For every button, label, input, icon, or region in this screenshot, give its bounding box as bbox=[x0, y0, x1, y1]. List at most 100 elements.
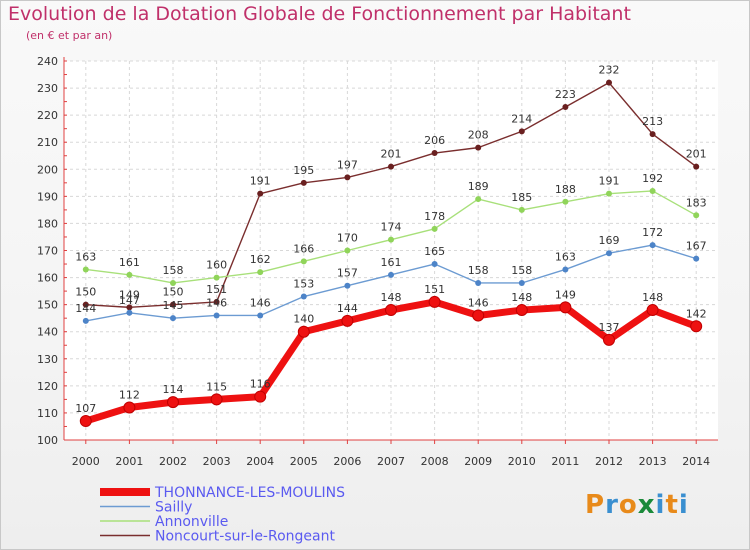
legend-label: Annonville bbox=[155, 514, 228, 530]
data-point bbox=[344, 282, 351, 289]
data-label: 148 bbox=[642, 291, 663, 304]
data-label: 189 bbox=[468, 180, 489, 193]
data-point bbox=[341, 314, 354, 327]
data-point bbox=[170, 301, 176, 308]
data-label: 166 bbox=[293, 242, 314, 255]
data-point bbox=[431, 261, 438, 268]
logo-letter: P bbox=[585, 490, 606, 520]
data-label: 191 bbox=[599, 175, 620, 188]
data-label: 150 bbox=[75, 286, 96, 299]
logo-letter: x bbox=[637, 490, 656, 520]
data-label: 192 bbox=[642, 172, 663, 185]
data-point bbox=[431, 225, 438, 232]
x-tick-label: 2002 bbox=[159, 455, 187, 468]
y-tick-label: 130 bbox=[37, 353, 58, 366]
data-label: 183 bbox=[686, 196, 707, 209]
data-point bbox=[213, 312, 220, 319]
logo-letter: r bbox=[605, 490, 619, 520]
y-tick-label: 160 bbox=[37, 272, 58, 285]
data-point bbox=[82, 301, 89, 308]
x-tick-label: 2010 bbox=[508, 455, 536, 468]
axes: 100 110 120 130 140 150 160 170 180 190 200 210 220 2… bbox=[37, 55, 718, 468]
data-point bbox=[297, 325, 310, 338]
data-point bbox=[475, 144, 482, 151]
data-label: 151 bbox=[424, 283, 445, 296]
x-tick-label: 2004 bbox=[246, 455, 274, 468]
x-tick-label: 2013 bbox=[639, 455, 667, 468]
logo-letter: i bbox=[678, 490, 689, 520]
data-point bbox=[300, 293, 307, 300]
data-label: 137 bbox=[599, 321, 620, 334]
data-label: 163 bbox=[75, 250, 96, 263]
data-point bbox=[388, 163, 394, 170]
data-point bbox=[213, 274, 220, 281]
y-tick-label: 140 bbox=[37, 326, 58, 339]
y-tick-label: 100 bbox=[37, 434, 58, 447]
data-label: 160 bbox=[206, 259, 227, 272]
data-point bbox=[82, 317, 89, 324]
y-tick-label: 230 bbox=[37, 82, 58, 95]
data-point bbox=[515, 304, 528, 317]
data-label: 116 bbox=[250, 378, 271, 391]
y-tick-label: 220 bbox=[37, 109, 58, 122]
data-point bbox=[559, 301, 572, 314]
logo-letter: t bbox=[665, 490, 679, 520]
data-point bbox=[562, 104, 569, 111]
data-label: 158 bbox=[511, 264, 532, 277]
data-point bbox=[300, 258, 307, 265]
data-point bbox=[518, 128, 525, 135]
data-label: 153 bbox=[293, 278, 314, 291]
x-tick-label: 2007 bbox=[377, 455, 405, 468]
legend-label: Noncourt-sur-le-Rongeant bbox=[155, 529, 335, 545]
data-label: 213 bbox=[642, 115, 663, 128]
data-label: 163 bbox=[555, 250, 576, 263]
y-tick-label: 150 bbox=[37, 299, 58, 312]
data-point bbox=[126, 309, 133, 316]
data-point bbox=[257, 312, 264, 319]
chart-subtitle: (en € et par an) bbox=[26, 29, 113, 42]
data-point bbox=[431, 150, 438, 157]
data-point bbox=[344, 174, 351, 181]
data-label: 201 bbox=[686, 148, 707, 161]
data-label: 169 bbox=[599, 234, 620, 247]
data-label: 145 bbox=[163, 299, 184, 312]
data-label: 144 bbox=[75, 302, 96, 315]
x-tick-label: 2001 bbox=[115, 455, 143, 468]
data-label: 146 bbox=[250, 296, 271, 309]
data-point bbox=[606, 250, 612, 257]
data-label: 147 bbox=[119, 294, 140, 307]
data-label: 170 bbox=[337, 232, 358, 245]
data-label: 112 bbox=[119, 389, 140, 402]
data-point bbox=[690, 320, 703, 333]
data-label: 161 bbox=[119, 256, 140, 269]
y-tick-label: 170 bbox=[37, 245, 58, 258]
data-label: 148 bbox=[511, 291, 532, 304]
data-label: 214 bbox=[511, 112, 532, 125]
data-point bbox=[693, 255, 700, 262]
data-label: 161 bbox=[381, 256, 402, 269]
data-point bbox=[257, 269, 264, 276]
x-tick-label: 2008 bbox=[421, 455, 449, 468]
y-tick-label: 110 bbox=[37, 407, 58, 420]
series-layer bbox=[79, 79, 703, 428]
legend: THONNANCE-LES-MOULINSSaillyAnnonvilleNon… bbox=[100, 485, 345, 545]
data-label: 149 bbox=[119, 288, 140, 301]
y-tick-label: 200 bbox=[37, 163, 58, 176]
data-label: 223 bbox=[555, 88, 576, 101]
data-point bbox=[210, 393, 223, 406]
data-point bbox=[646, 304, 659, 317]
y-tick-label: 190 bbox=[37, 190, 58, 203]
data-label: 114 bbox=[163, 383, 184, 396]
legend-label: THONNANCE-LES-MOULINS bbox=[154, 485, 345, 501]
data-point bbox=[475, 279, 482, 286]
data-point bbox=[649, 131, 656, 138]
data-label: 232 bbox=[599, 64, 620, 77]
data-label: 158 bbox=[163, 264, 184, 277]
x-tick-label: 2005 bbox=[290, 455, 318, 468]
data-point bbox=[475, 196, 482, 203]
x-tick-label: 2009 bbox=[464, 455, 492, 468]
data-point bbox=[518, 206, 525, 213]
data-label: 195 bbox=[293, 164, 314, 177]
data-label: 188 bbox=[555, 183, 576, 196]
